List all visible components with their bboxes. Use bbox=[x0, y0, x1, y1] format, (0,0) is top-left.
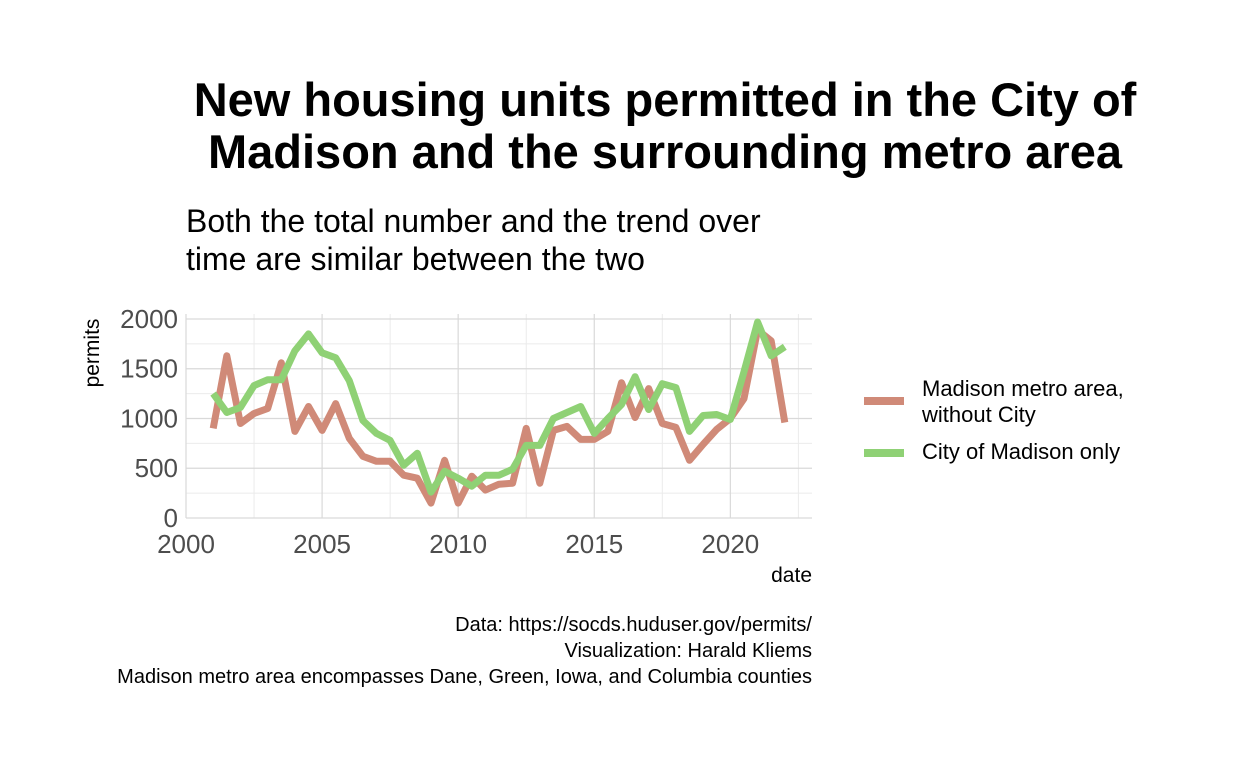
x-tick-label: 2015 bbox=[565, 529, 623, 559]
x-tick-label: 2010 bbox=[429, 529, 487, 559]
legend-key-metro bbox=[864, 397, 904, 405]
series-line-metro bbox=[209, 326, 789, 507]
caption-line-2: Visualization: Harald Kliems bbox=[564, 640, 812, 662]
legend-label-metro: Madison metro area, without City bbox=[922, 376, 1124, 428]
caption-line-3: Madison metro area encompasses Dane, Gre… bbox=[117, 666, 812, 688]
x-tick-label: 2000 bbox=[157, 529, 215, 559]
chart-title-line-1: New housing units permitted in the City … bbox=[193, 73, 1137, 126]
legend-label-city: City of Madison only bbox=[922, 439, 1121, 464]
legend-label-metro-line-2: without City bbox=[922, 402, 1036, 427]
x-axis-title: date bbox=[771, 564, 812, 587]
legend-key-city bbox=[864, 449, 904, 457]
x-axis-ticks: 2000 2005 2010 2015 2020 bbox=[157, 529, 759, 559]
y-axis-title: permits bbox=[81, 319, 104, 388]
chart-caption: Data: https://socds.huduser.gov/permits/… bbox=[117, 612, 812, 690]
chart-title: New housing units permitted in the City … bbox=[180, 74, 1150, 178]
y-tick-label: 1000 bbox=[120, 403, 178, 433]
x-tick-label: 2005 bbox=[293, 529, 351, 559]
y-tick-label: 2000 bbox=[120, 304, 178, 334]
y-tick-label: 1500 bbox=[120, 354, 178, 384]
y-axis-ticks: 0 500 1000 1500 2000 bbox=[120, 304, 178, 533]
chart-subtitle: Both the total number and the trend over… bbox=[186, 202, 826, 278]
series-line-city bbox=[210, 318, 787, 496]
series-lines bbox=[209, 318, 789, 507]
chart-subtitle-line-2: time are similar between the two bbox=[186, 241, 645, 277]
legend-label-metro-line-1: Madison metro area, bbox=[922, 376, 1124, 401]
x-tick-label: 2020 bbox=[701, 529, 759, 559]
caption-line-1: Data: https://socds.huduser.gov/permits/ bbox=[455, 614, 812, 636]
y-tick-label: 0 bbox=[164, 503, 178, 533]
chart-subtitle-line-1: Both the total number and the trend over bbox=[186, 203, 761, 239]
y-tick-label: 500 bbox=[135, 453, 178, 483]
chart-title-line-2: Madison and the surrounding metro area bbox=[208, 125, 1122, 178]
